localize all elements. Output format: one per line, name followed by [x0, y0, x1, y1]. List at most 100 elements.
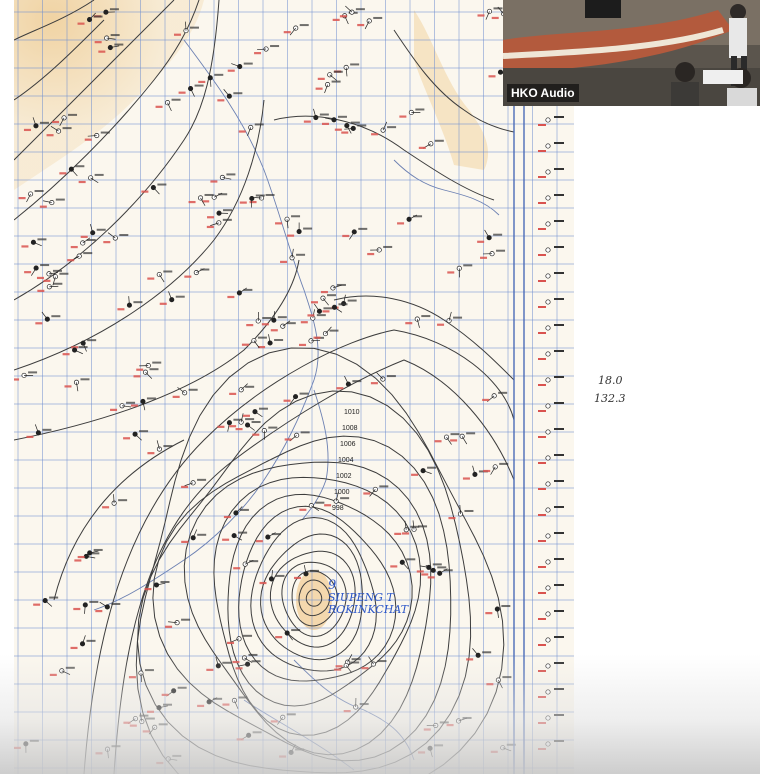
station-marker — [482, 391, 508, 402]
station-marker — [270, 320, 296, 332]
station-marker — [102, 494, 128, 509]
video-tile[interactable]: HKO Audio — [503, 0, 760, 106]
station-marker — [59, 165, 85, 177]
station-marker — [155, 98, 181, 112]
station-marker — [52, 113, 78, 126]
station-marker — [538, 532, 564, 542]
station-marker — [477, 7, 503, 20]
station-marker — [477, 229, 503, 243]
station-marker — [165, 618, 191, 628]
station-marker — [310, 294, 336, 306]
station-marker — [324, 492, 350, 507]
station-marker — [202, 192, 228, 203]
station-marker — [239, 194, 265, 208]
station-marker — [130, 397, 156, 411]
station-marker — [173, 21, 199, 36]
station-marker — [98, 43, 124, 53]
station-marker — [321, 115, 347, 126]
isobar-label: 1008 — [342, 425, 358, 432]
station-marker — [144, 580, 170, 591]
station-marker — [217, 418, 243, 432]
isobar-label: 1010 — [344, 409, 360, 416]
station-marker — [538, 220, 564, 230]
handwritten-lat: 18.0 — [598, 374, 623, 387]
station-marker — [147, 270, 173, 283]
station-marker — [21, 238, 47, 248]
station-marker — [18, 190, 44, 203]
station-marker — [70, 237, 96, 249]
station-marker — [538, 142, 564, 152]
station-marker — [181, 529, 207, 543]
typhoon-name: SIUPENG T — [328, 591, 394, 604]
station-marker — [78, 173, 104, 184]
station-marker — [233, 560, 259, 570]
station-marker — [35, 311, 61, 325]
station-marker — [303, 108, 329, 123]
station-marker — [399, 108, 425, 118]
station-marker — [227, 287, 253, 299]
station-marker — [293, 564, 319, 580]
station-marker — [217, 89, 243, 102]
station-marker — [538, 480, 564, 490]
station-marker — [36, 269, 62, 280]
station-marker — [39, 198, 65, 208]
station-marker — [427, 568, 453, 579]
typhoon-subtitle: ROKINKCHAT — [328, 603, 409, 616]
station-marker — [198, 73, 224, 87]
station-marker — [280, 248, 306, 263]
station-marker — [37, 282, 63, 292]
station-marker — [255, 532, 281, 543]
weather-map[interactable]: 998 1000 1002 1004 1006 1008 1010 9 SIUPENG T … — [14, 0, 574, 774]
station-marker — [117, 296, 143, 311]
isobar-label: 1004 — [338, 457, 354, 464]
station-marker — [538, 194, 564, 204]
station-marker — [538, 168, 564, 178]
station-marker — [172, 387, 198, 398]
station-marker — [229, 413, 255, 428]
station-marker — [110, 401, 136, 411]
station-marker — [235, 421, 261, 431]
station-marker — [46, 126, 72, 137]
station-marker — [447, 264, 473, 278]
station-marker — [538, 272, 564, 282]
station-marker — [448, 504, 474, 520]
station-marker — [210, 173, 236, 183]
station-marker — [64, 378, 90, 392]
station-marker — [367, 245, 393, 256]
station-marker — [394, 520, 420, 535]
typhoon-annotation: 9 SIUPENG T ROKINKCHAT — [328, 579, 409, 616]
station-marker — [222, 531, 248, 541]
station-marker — [24, 264, 50, 276]
station-marker — [411, 466, 437, 476]
station-marker — [538, 454, 564, 464]
station-marker — [322, 303, 348, 313]
station-marker — [275, 629, 301, 641]
station-marker — [62, 346, 88, 356]
station-marker — [181, 478, 207, 489]
station-marker — [70, 635, 96, 650]
station-marker — [402, 520, 428, 535]
handwritten-lon: 132.3 — [594, 392, 626, 405]
camera-feed-icon — [503, 0, 760, 106]
station-marker — [74, 552, 100, 562]
station-marker — [95, 601, 121, 613]
station-marker — [371, 121, 397, 136]
station-marker — [94, 34, 120, 44]
station-marker — [538, 584, 564, 594]
station-marker — [363, 485, 389, 497]
station-marker — [450, 432, 476, 445]
station-marker — [141, 183, 167, 195]
isobar-label: 1000 — [334, 489, 350, 496]
station-marker — [339, 5, 365, 18]
station-marker — [284, 431, 310, 442]
station-marker — [485, 605, 511, 618]
station-marker — [538, 376, 564, 386]
station-marker — [538, 402, 564, 412]
station-marker — [14, 371, 38, 381]
lat-lon-grid — [14, 0, 574, 774]
station-marker — [123, 430, 149, 441]
station-marker — [259, 569, 285, 585]
station-marker — [223, 506, 249, 519]
station-marker — [538, 298, 564, 308]
station-marker — [275, 215, 301, 229]
